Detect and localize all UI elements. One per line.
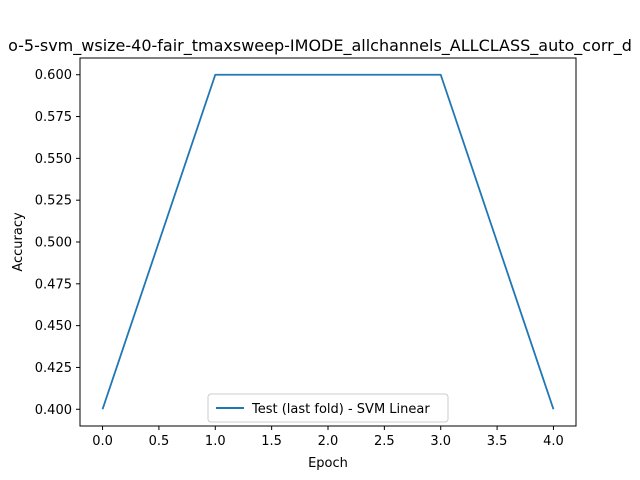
legend-box <box>207 393 449 423</box>
x-axis-label: Epoch <box>308 456 348 471</box>
y-axis-label: Accuracy <box>11 212 26 272</box>
x-tick-label: 1.0 <box>205 434 226 449</box>
x-tick-label: 3.5 <box>487 434 508 449</box>
series-group <box>101 73 555 410</box>
y-tick-label: 0.600 <box>35 68 72 83</box>
y-tick-label: 0.475 <box>35 277 72 292</box>
x-tick-label: 2.5 <box>374 434 395 449</box>
plot-frame <box>79 57 577 427</box>
y-tick-label: 0.450 <box>35 319 72 334</box>
x-tick-label: 1.5 <box>261 434 282 449</box>
x-tick-label: 0.5 <box>149 434 170 449</box>
y-tick-label: 0.500 <box>35 236 72 251</box>
x-tick-label: 2.0 <box>318 434 339 449</box>
x-tick-label: 3.0 <box>430 434 451 449</box>
y-tick-label: 0.525 <box>35 194 72 209</box>
legend: Test (last fold) - SVM Linear <box>207 393 449 423</box>
y-axis-ticks: 0.400 0.425 0.450 0.475 0.500 0.525 0.550 0.575… <box>35 68 80 418</box>
y-tick-label: 0.550 <box>35 152 72 167</box>
x-axis-ticks: 0.0 0.5 1.0 1.5 2.0 2.5 3.0 3.5 4.0 <box>92 426 564 449</box>
y-tick-label: 0.575 <box>35 110 72 125</box>
y-tick-label: 0.425 <box>35 361 72 376</box>
legend-entry-label: Test (last fold) - SVM Linear <box>251 402 430 417</box>
x-tick-label: 4.0 <box>543 434 564 449</box>
x-tick-label: 0.0 <box>92 434 113 449</box>
chart-title: o-5-svm_wsize-40-fair_tmaxsweep-IMODE_al… <box>8 36 632 56</box>
series-line-0 <box>101 73 555 410</box>
plot-area <box>80 58 576 426</box>
y-tick-label: 0.400 <box>35 403 72 418</box>
